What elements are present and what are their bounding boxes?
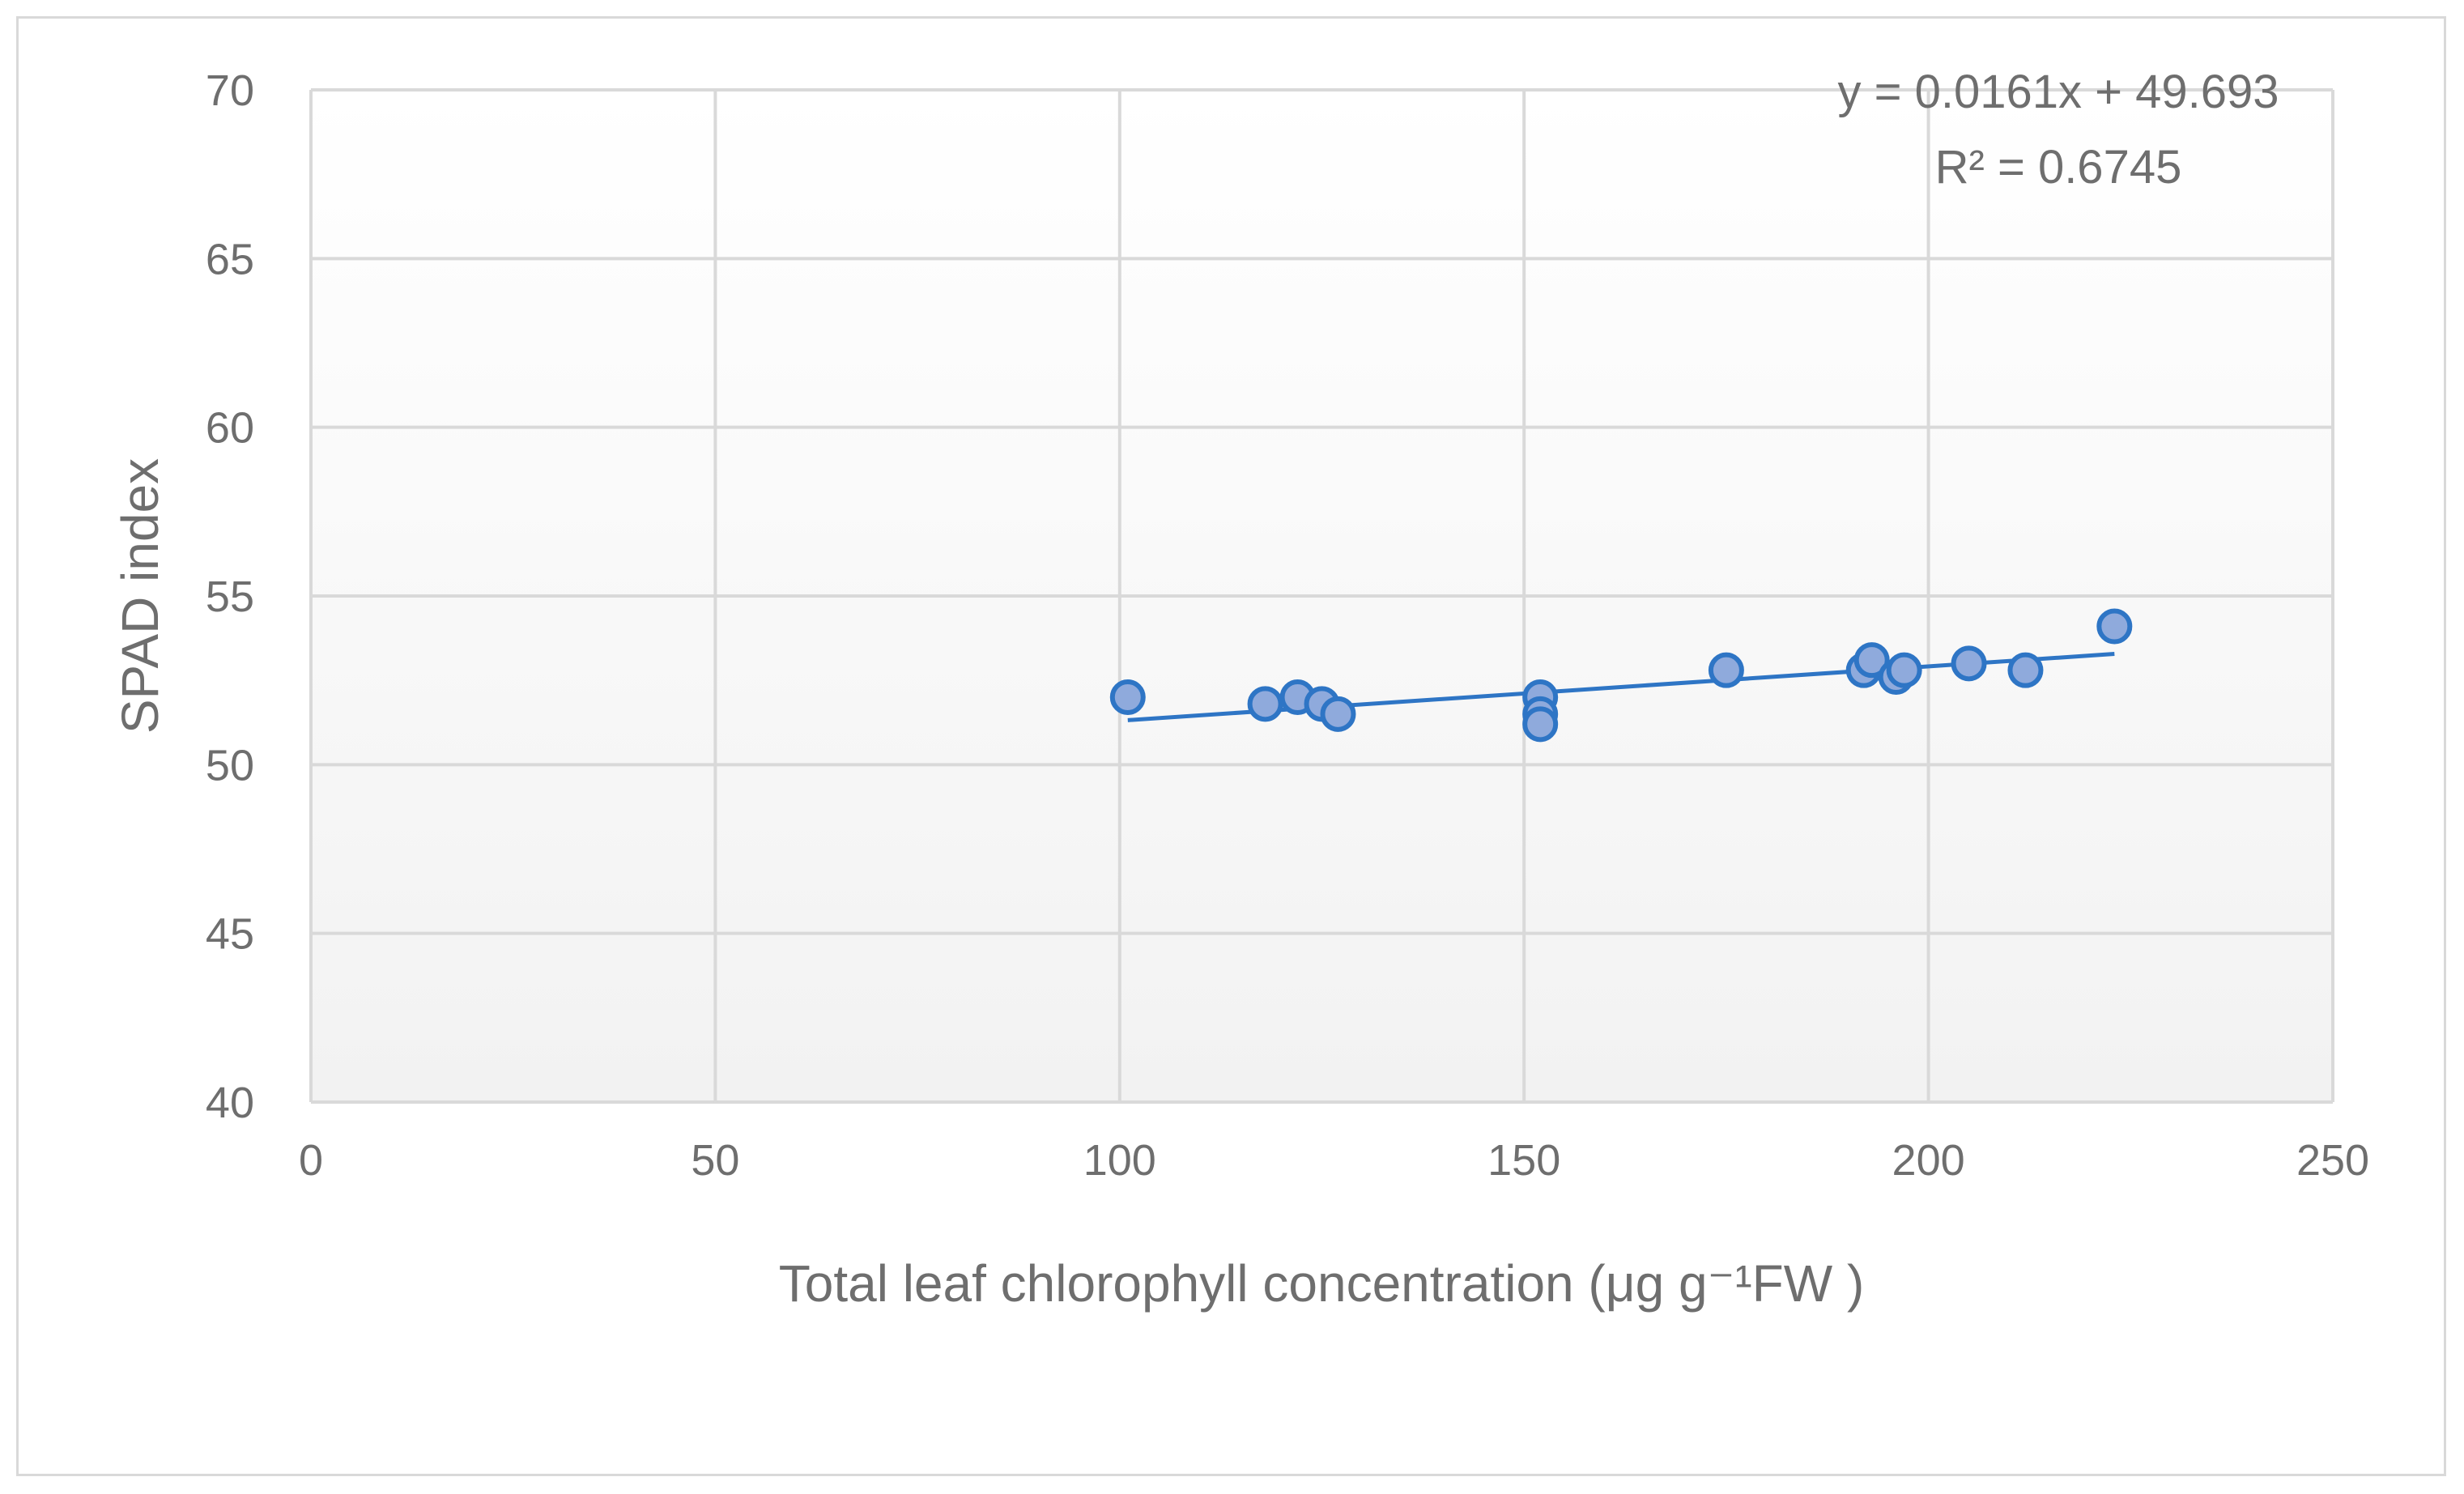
x-tick-label: 50 <box>691 1136 739 1185</box>
trendline-equation: y = 0.0161x + 49.693 <box>1838 66 2279 118</box>
y-tick-label: 60 <box>206 404 254 453</box>
y-axis-title: SPAD index <box>111 458 169 734</box>
x-tick-label: 250 <box>2296 1136 2369 1185</box>
data-point <box>2096 608 2133 645</box>
y-tick-label: 40 <box>206 1079 254 1127</box>
y-tick-label: 50 <box>206 741 254 790</box>
data-point <box>1522 706 1559 743</box>
data-point <box>1708 652 1744 688</box>
data-point <box>1886 652 1922 688</box>
y-tick-label: 70 <box>206 66 254 115</box>
gridlines <box>309 88 2334 1104</box>
data-points <box>1109 608 2133 743</box>
x-tick-label: 200 <box>1892 1136 1965 1185</box>
data-point <box>1247 686 1283 722</box>
data-point <box>1109 679 1146 715</box>
y-tick-labels: 40 45 50 55 60 65 70 <box>206 66 254 1127</box>
y-tick-label: 65 <box>206 235 254 283</box>
r-squared-label: R² = 0.6745 <box>1935 141 2182 194</box>
x-axis-title: Total leaf chlorophyll concentration (μg… <box>779 1254 1865 1313</box>
y-tick-label: 45 <box>206 910 254 959</box>
x-tick-label: 100 <box>1083 1136 1156 1185</box>
x-tick-labels: 0 50 100 150 200 250 <box>299 1136 2369 1185</box>
x-tick-label: 150 <box>1487 1136 1560 1185</box>
y-tick-label: 55 <box>206 572 254 621</box>
data-point <box>1320 696 1356 732</box>
data-point <box>2007 652 2044 688</box>
data-point <box>1853 642 1890 679</box>
data-point <box>1951 645 1987 682</box>
x-tick-label: 0 <box>299 1136 323 1185</box>
